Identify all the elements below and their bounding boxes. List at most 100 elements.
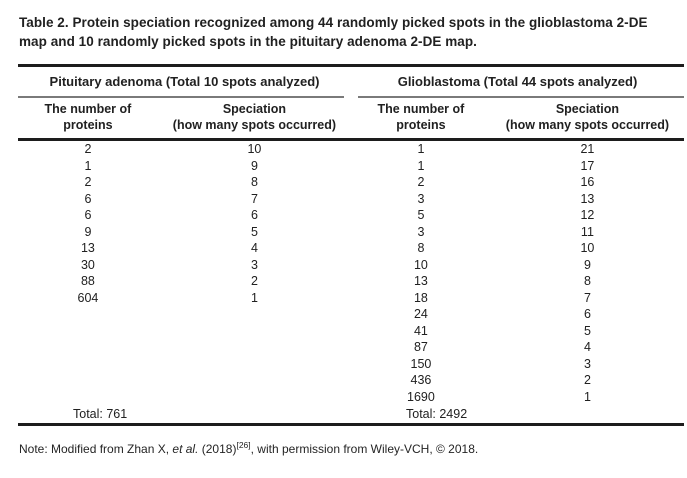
- col-header-line: Speciation: [555, 102, 620, 116]
- col-header-proteins-glioblastoma: The number of proteins: [351, 102, 491, 133]
- underline-right: [358, 96, 684, 98]
- table-cell: 3: [250, 257, 258, 272]
- footnote-reference: [26]: [236, 440, 251, 450]
- footnote: Note: Modified from Zhan X, et al. (2018…: [19, 440, 687, 457]
- group-header-underline: [18, 96, 684, 98]
- col-header-line: Speciation: [222, 102, 287, 116]
- table-row: 8 10: [351, 240, 684, 257]
- table-cell: 1: [583, 389, 591, 404]
- table-cell: 4: [250, 241, 258, 255]
- footnote-text: (2018): [198, 442, 237, 456]
- table-cell: 16: [580, 175, 595, 189]
- table-cell: 11: [580, 224, 594, 239]
- table-row: 1 17: [351, 158, 684, 175]
- table-row: 88 2: [18, 273, 351, 290]
- table-cell: 3: [583, 356, 591, 371]
- table-row: 18 7: [351, 290, 684, 307]
- table-row: 436 2: [351, 372, 684, 389]
- table-cell: 13: [80, 241, 95, 255]
- table-top-rule: [18, 64, 684, 67]
- col-header-speciation-glioblastoma: Speciation (how many spots occurred): [491, 102, 684, 133]
- table-cell: 10: [580, 241, 595, 255]
- table-row: 87 4: [351, 339, 684, 356]
- table-cell: 13: [413, 274, 428, 288]
- table-cell: 2: [84, 142, 92, 156]
- table-row: 3 11: [351, 224, 684, 241]
- table-row: 2 16: [351, 174, 684, 191]
- table-cell: 24: [413, 307, 428, 321]
- table-cell: 5: [250, 224, 258, 239]
- table-cell: 1690: [407, 389, 435, 404]
- header-bottom-rule: [18, 138, 684, 141]
- table-cell: 6: [84, 191, 92, 206]
- table-cell: 9: [583, 257, 591, 272]
- underline-left: [18, 96, 344, 98]
- table-cell: 8: [583, 274, 591, 288]
- footnote-etal: et al.: [172, 442, 199, 456]
- pituitary-total: Total: 761: [73, 407, 128, 421]
- table-row: 3 13: [351, 191, 684, 208]
- data-table: Pituitary adenoma (Total 10 spots analyz…: [18, 64, 684, 426]
- table-cell: 1: [250, 290, 258, 305]
- col-header-line: The number of: [44, 102, 132, 116]
- table-cell: 9: [84, 224, 92, 239]
- table-cell: 2: [250, 274, 258, 288]
- totals-row: Total: 761 Total: 2492: [18, 405, 684, 423]
- table-cell: 436: [410, 373, 432, 387]
- table-cell: 10: [413, 257, 428, 272]
- group-header-pituitary: Pituitary adenoma (Total 10 spots analyz…: [49, 74, 320, 89]
- glioblastoma-rows: 1 21 1 17 2 16 3 13 5 12 3 11 8 10 10 9 13 8 18 7 24 6 41 5 87 4 1…: [351, 141, 684, 405]
- table-cell: 5: [583, 323, 591, 338]
- pituitary-rows: 2 10 1 9 2 8 6 7 6 6 9 5 13 4 30 3 88 2 604 1: [18, 141, 351, 306]
- table-cell: 150: [410, 356, 432, 371]
- table-cell: 10: [247, 142, 262, 156]
- table-cell: 87: [413, 340, 428, 354]
- table-row: 30 3: [18, 257, 351, 274]
- table-row: 24 6: [351, 306, 684, 323]
- table-row: 150 3: [351, 356, 684, 373]
- table-cell: 2: [417, 175, 425, 189]
- glioblastoma-total: Total: 2492: [406, 407, 468, 421]
- table-cell: 7: [583, 290, 591, 305]
- footnote-text: , with permission from Wiley-VCH, © 2018…: [250, 442, 479, 456]
- col-header-line: The number of: [377, 102, 465, 116]
- table-cell: 9: [250, 158, 258, 173]
- table-row: 1690 1: [351, 389, 684, 406]
- col-header-line: (how many spots occurred): [172, 117, 337, 132]
- table-row: 5 12: [351, 207, 684, 224]
- table-cell: 7: [250, 191, 258, 206]
- table-cell: 8: [417, 241, 425, 255]
- group-header-glioblastoma: Glioblastoma (Total 44 spots analyzed): [397, 74, 638, 89]
- table-cell: 1: [417, 158, 425, 173]
- table-cell: 6: [84, 208, 92, 222]
- table-cell: 4: [583, 340, 591, 354]
- table-cell: 5: [417, 208, 425, 222]
- table-cell: 8: [250, 175, 258, 189]
- table-row: 10 9: [351, 257, 684, 274]
- table-body: 2 10 1 9 2 8 6 7 6 6 9 5 13 4 30 3 88 2 604 1 1 21 1 17 2 16 3 13 5…: [18, 141, 684, 405]
- table-row: 41 5: [351, 323, 684, 340]
- table-cell: 3: [417, 191, 425, 206]
- table-cell: 2: [84, 175, 92, 189]
- footnote-text: Note: Modified from Zhan X,: [19, 442, 173, 456]
- table-row: 1 21: [351, 141, 684, 158]
- table-caption: Table 2. Protein speciation recognized a…: [19, 15, 648, 49]
- table-row: 604 1: [18, 290, 351, 307]
- table-bottom-rule: [18, 423, 684, 426]
- table-cell: 17: [580, 158, 595, 173]
- table-cell: 18: [413, 290, 428, 305]
- table-cell: 1: [84, 158, 92, 173]
- table-cell: 3: [417, 224, 425, 239]
- col-header-line: proteins: [396, 117, 446, 132]
- column-header-row: The number of proteins Speciation (how m…: [18, 98, 684, 138]
- table-cell: 6: [583, 307, 591, 321]
- col-header-line: proteins: [63, 117, 113, 132]
- table-cell: 604: [77, 290, 99, 305]
- table-cell: 1: [417, 142, 425, 156]
